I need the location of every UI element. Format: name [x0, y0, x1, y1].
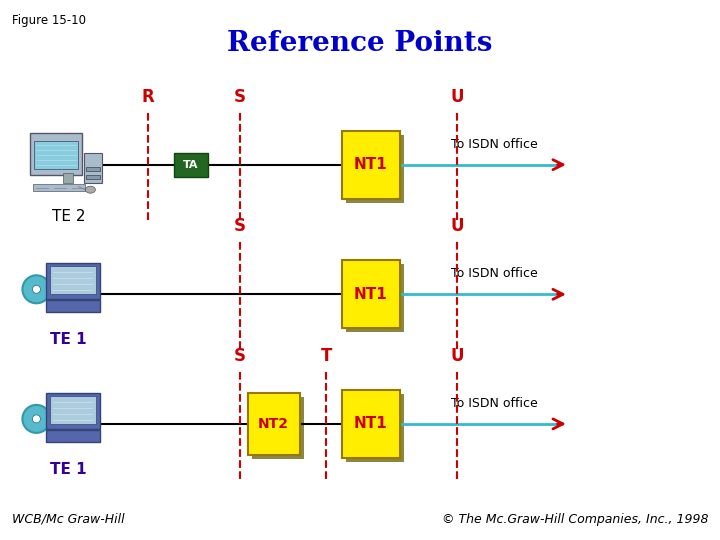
Bar [46, 300, 100, 312]
Text: To ISDN office: To ISDN office [451, 397, 538, 410]
Bar [63, 173, 73, 183]
Text: WCB/Mc Graw-Hill: WCB/Mc Graw-Hill [12, 513, 125, 526]
Text: © The Mc.Graw-Hill Companies, Inc., 1998: © The Mc.Graw-Hill Companies, Inc., 1998 [441, 513, 708, 526]
Text: TE 2: TE 2 [52, 208, 85, 224]
Text: NT1: NT1 [354, 157, 387, 172]
Text: T: T [320, 347, 332, 365]
Bar [50, 266, 96, 294]
Text: TE 1: TE 1 [50, 332, 86, 347]
Bar [346, 264, 404, 332]
Bar [342, 260, 400, 328]
Ellipse shape [32, 415, 40, 423]
Bar [35, 141, 78, 168]
Text: NT2: NT2 [258, 417, 289, 431]
Bar [30, 133, 82, 175]
Text: Figure 15-10: Figure 15-10 [12, 14, 86, 27]
Bar [86, 167, 100, 171]
Text: Reference Points: Reference Points [228, 30, 492, 57]
Text: NT1: NT1 [354, 287, 387, 302]
Text: U: U [451, 347, 464, 365]
Bar [174, 153, 208, 177]
Text: S: S [234, 217, 246, 235]
Text: U: U [451, 87, 464, 106]
Bar [86, 175, 100, 179]
Bar [50, 396, 96, 424]
Bar [251, 397, 304, 459]
Bar [46, 430, 100, 442]
Text: To ISDN office: To ISDN office [451, 138, 538, 151]
Ellipse shape [22, 405, 50, 433]
Bar [46, 393, 100, 429]
Text: R: R [141, 87, 154, 106]
Bar [346, 394, 404, 462]
Text: S: S [234, 87, 246, 106]
Bar [33, 184, 86, 191]
Text: S: S [234, 347, 246, 365]
Ellipse shape [86, 186, 95, 193]
Ellipse shape [22, 275, 50, 303]
Bar [46, 264, 100, 299]
Ellipse shape [32, 285, 40, 293]
Text: TE 1: TE 1 [50, 462, 86, 477]
Bar [248, 393, 300, 455]
Bar [342, 390, 400, 458]
Bar [342, 131, 400, 199]
Text: U: U [451, 217, 464, 235]
Text: NT1: NT1 [354, 416, 387, 431]
Text: To ISDN office: To ISDN office [451, 267, 538, 280]
Bar [84, 153, 102, 183]
Text: TA: TA [183, 160, 199, 170]
Bar [346, 134, 404, 202]
